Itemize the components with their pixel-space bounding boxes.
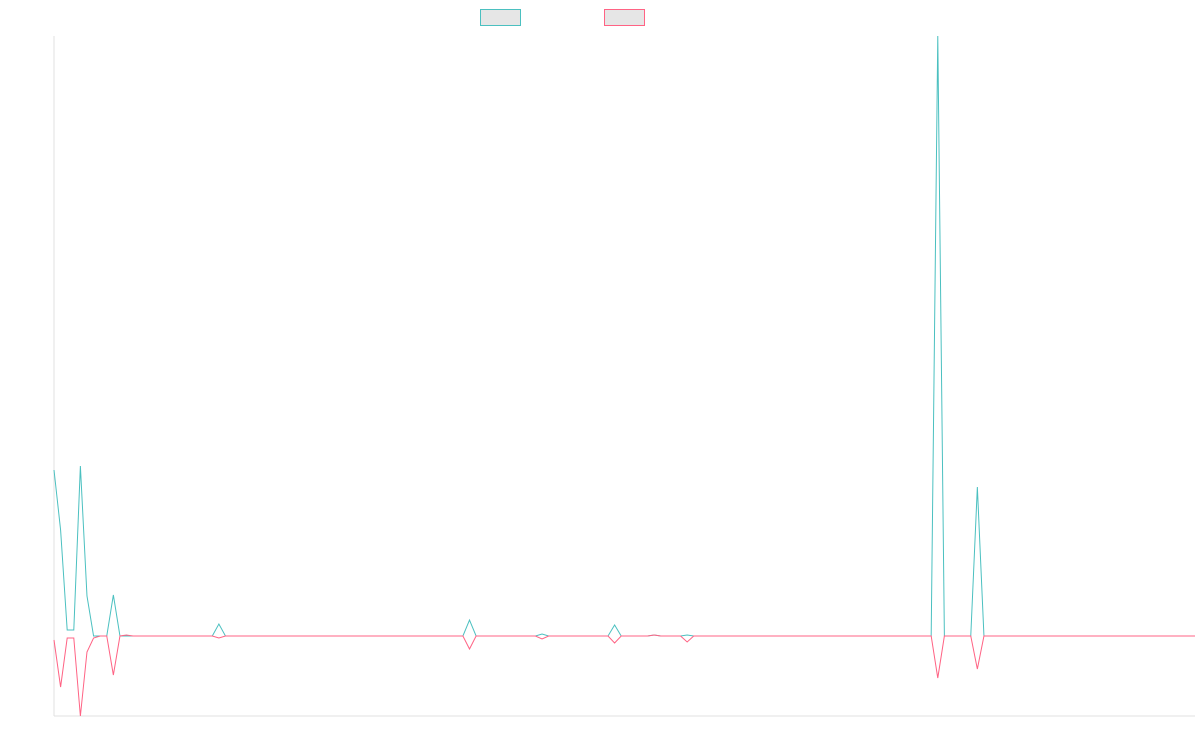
series-line <box>53 634 1195 717</box>
series-line <box>53 35 1195 637</box>
legend-swatch <box>604 9 645 26</box>
legend-swatch <box>480 9 521 26</box>
